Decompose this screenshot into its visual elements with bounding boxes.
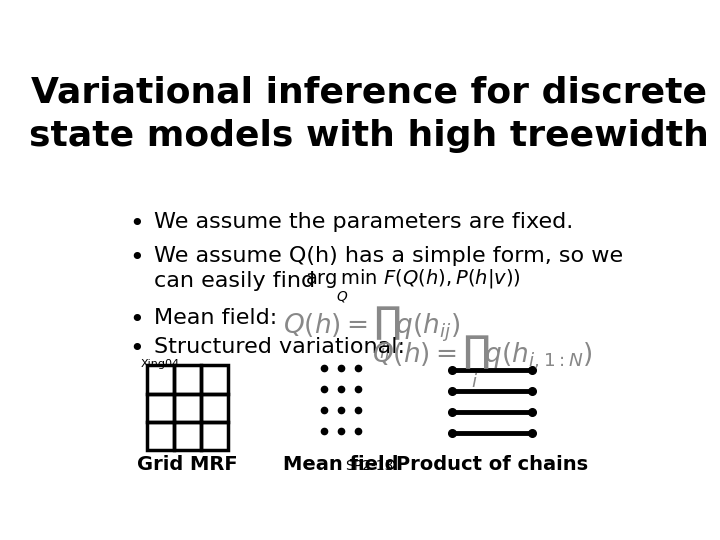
- Text: •: •: [129, 246, 144, 269]
- Text: •: •: [129, 308, 144, 332]
- Text: Mean field:: Mean field:: [154, 308, 277, 328]
- Text: •: •: [129, 212, 144, 237]
- Text: Grid MRF: Grid MRF: [138, 455, 238, 474]
- Text: $Q(h) = \prod_i q(h_{i,1:N})$: $Q(h) = \prod_i q(h_{i,1:N})$: [372, 333, 593, 390]
- Text: can easily find: can easily find: [154, 271, 315, 291]
- Text: SP2-13: SP2-13: [345, 459, 393, 473]
- Bar: [174, 394, 201, 422]
- Bar: [174, 422, 201, 450]
- Bar: [201, 366, 228, 394]
- Text: Structured variational:: Structured variational:: [154, 337, 405, 357]
- Bar: [148, 422, 174, 450]
- Text: Variational inference for discrete
state models with high treewidth: Variational inference for discrete state…: [29, 75, 709, 153]
- Text: •: •: [129, 337, 144, 361]
- Bar: [148, 394, 174, 422]
- Text: $Q(h) = \prod_{ij} q(h_{ij})$: $Q(h) = \prod_{ij} q(h_{ij})$: [282, 304, 460, 365]
- Text: We assume Q(h) has a simple form, so we: We assume Q(h) has a simple form, so we: [154, 246, 624, 266]
- Text: Product of chains: Product of chains: [396, 455, 588, 474]
- Bar: [201, 394, 228, 422]
- Bar: [201, 422, 228, 450]
- Text: $\underset{Q}{\arg\min}\ F(Q(h), P(h|v))$: $\underset{Q}{\arg\min}\ F(Q(h), P(h|v))…: [305, 268, 521, 305]
- Bar: [174, 366, 201, 394]
- Text: Mean field: Mean field: [284, 455, 399, 474]
- Bar: [148, 366, 174, 394]
- Text: Xing04: Xing04: [140, 359, 179, 369]
- Text: We assume the parameters are fixed.: We assume the parameters are fixed.: [154, 212, 573, 232]
